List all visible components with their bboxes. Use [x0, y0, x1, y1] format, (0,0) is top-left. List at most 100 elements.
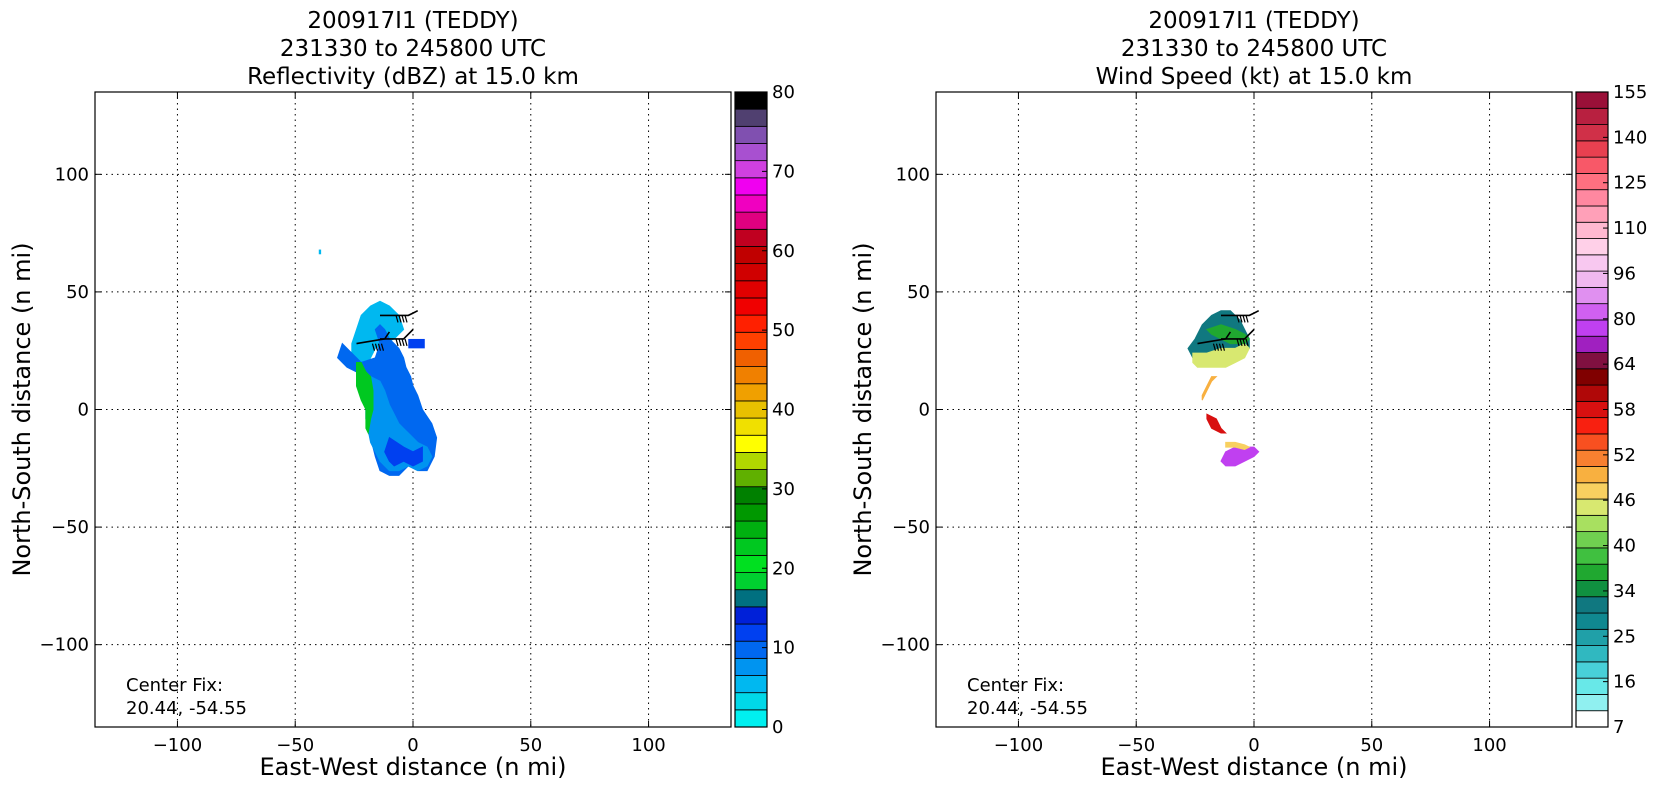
- colorbar-segment: [734, 452, 768, 470]
- colorbar-segment: [1575, 466, 1609, 484]
- wind-barb: [1197, 331, 1232, 345]
- colorbar-segment: [734, 228, 768, 247]
- colorbar-segment: [734, 160, 768, 179]
- wind-barb-tick: [395, 315, 399, 323]
- y-tick-label: 50: [66, 282, 89, 303]
- x-tick-label: 100: [631, 735, 665, 756]
- colorbar-segment: [1575, 286, 1609, 305]
- wind-barb-tick: [1221, 343, 1226, 351]
- wind-barb-tick: [1212, 343, 1217, 351]
- x-tick-label: 0: [407, 735, 418, 756]
- colorbar-segment: [1575, 368, 1609, 386]
- data-region: [365, 375, 433, 472]
- colorbar-tick-label: 25: [1613, 626, 1636, 647]
- wind-barb-tick: [1239, 338, 1243, 347]
- y-axis-label: North-South distance (n mi): [8, 242, 36, 576]
- center-fix-annotation: 20.44, -54.55: [126, 698, 247, 719]
- colorbar-segment: [1575, 173, 1609, 191]
- chart-title-line: Reflectivity (dBZ) at 15.0 km: [247, 64, 579, 90]
- colorbar-tick-label: 0: [772, 717, 783, 738]
- x-tick-label: −100: [153, 735, 202, 756]
- colorbar-segment: [734, 469, 768, 488]
- colorbar-segment: [1575, 710, 1609, 728]
- colorbar-segment: [734, 331, 768, 350]
- x-axis-label: East-West distance (n mi): [1100, 753, 1407, 781]
- colorbar-segment: [1575, 433, 1609, 451]
- wind-barb-tick: [374, 343, 379, 351]
- y-axis-label: North-South distance (n mi): [849, 242, 877, 576]
- wind-barb-tick: [1245, 338, 1249, 347]
- colorbar-segment: [734, 297, 768, 316]
- colorbar-segment: [734, 280, 768, 299]
- colorbar-segment: [1575, 547, 1609, 565]
- colorbar-tick-label: 50: [772, 320, 795, 341]
- colorbar-tick-label: 20: [772, 558, 795, 579]
- data-cell: [318, 249, 322, 255]
- colorbar-segment: [1575, 596, 1609, 614]
- data-region: [384, 436, 423, 467]
- colorbar-segment: [734, 349, 768, 367]
- center-fix-annotation: 20.44, -54.55: [967, 698, 1088, 719]
- data-cell: [408, 338, 425, 349]
- colorbar-segment: [734, 572, 768, 591]
- wind-barb-tick: [1242, 315, 1246, 323]
- wind-barb-tick: [1236, 315, 1240, 323]
- wind-barb-tick: [401, 315, 405, 323]
- colorbar-segment: [1575, 319, 1609, 337]
- colorbar-segment: [734, 246, 768, 265]
- colorbar-segment: [734, 143, 768, 162]
- data-region: [356, 362, 374, 435]
- colorbar-tick-label: 80: [1613, 309, 1636, 330]
- colorbar-segment: [734, 692, 768, 711]
- colorbar-segment: [1575, 645, 1609, 663]
- wind-barb: [1221, 328, 1255, 340]
- colorbar-segment: [734, 589, 768, 608]
- colorbar-tick-label: 34: [1613, 581, 1636, 602]
- chart-title-line: 231330 to 245800 UTC: [1121, 36, 1387, 62]
- colorbar-segment: [734, 675, 768, 694]
- colorbar-segment: [1575, 156, 1609, 174]
- x-axis-label: East-West distance (n mi): [259, 753, 566, 781]
- colorbar-tick-label: 64: [1613, 354, 1636, 375]
- colorbar-segment: [1575, 384, 1609, 402]
- wind-speed-panel: −100 −50 0 50 100 −100 −50 0 50 100 200917I1 (TEDD…: [849, 8, 1647, 781]
- colorbar-segment: [734, 366, 768, 385]
- wind-barb-tick: [398, 315, 402, 323]
- chart-title-line: 200917I1 (TEDDY): [1148, 8, 1359, 34]
- colorbar-tick-label: 30: [772, 479, 795, 500]
- y-tick-label: 100: [55, 164, 89, 185]
- y-tick-label: −50: [51, 517, 89, 538]
- colorbar-tick-label: 125: [1613, 173, 1647, 194]
- colorbar-segment: [1575, 91, 1609, 109]
- colorbar-segment: [734, 537, 768, 556]
- colorbar-segment: [1575, 124, 1609, 142]
- wind-barb-tick: [1239, 315, 1243, 323]
- x-tick-label: −50: [276, 735, 314, 756]
- colorbar-tick-label: 70: [772, 161, 795, 182]
- colorbar-tick-label: 155: [1613, 82, 1647, 103]
- colorbar-segment: [734, 640, 768, 659]
- colorbar-segment: [1575, 254, 1609, 272]
- chart-title-line: 231330 to 245800 UTC: [280, 36, 546, 62]
- colorbar-segment: [1575, 514, 1609, 533]
- wind-barb: [1221, 309, 1260, 317]
- colorbar-tick-label: 52: [1613, 445, 1636, 466]
- colorbar-segment: [1575, 189, 1609, 207]
- colorbar-segment: [1575, 580, 1609, 598]
- colorbar-segment: [734, 108, 768, 127]
- colorbar-segment: [1575, 449, 1609, 467]
- colorbar-segment: [734, 709, 768, 728]
- chart-title-line: Wind Speed (kt) at 15.0 km: [1096, 64, 1413, 90]
- y-tick-label: 50: [907, 282, 930, 303]
- colorbar-segment: [1575, 352, 1609, 370]
- wind-barb: [356, 331, 391, 345]
- colorbar-segment: [1575, 303, 1609, 321]
- x-tick-label: 0: [1248, 735, 1259, 756]
- wind-barb-tick: [1215, 343, 1220, 351]
- wind-barb-tick: [404, 315, 408, 323]
- colorbar-segment: [734, 211, 768, 230]
- colorbar-tick-label: 96: [1613, 263, 1636, 284]
- y-tick-label: 100: [896, 164, 930, 185]
- colorbar-segment: [1575, 335, 1609, 353]
